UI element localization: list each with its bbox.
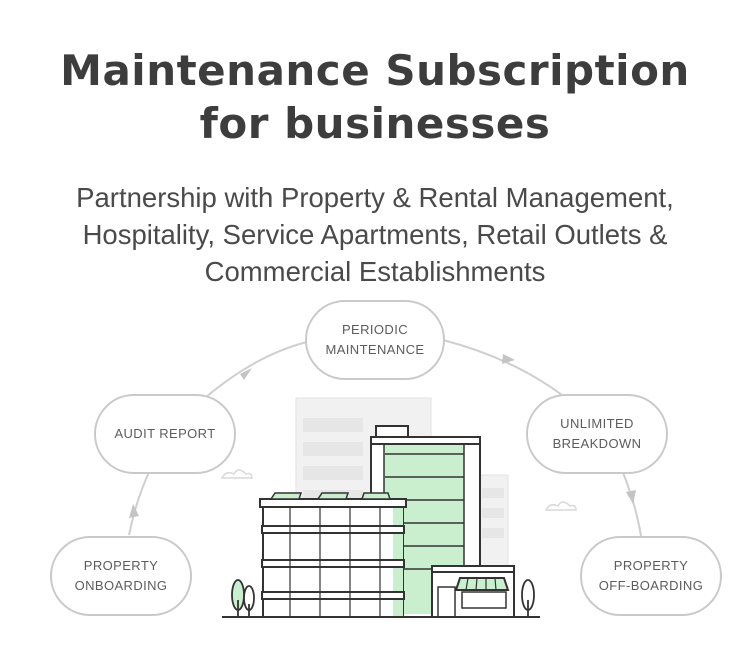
cycle-arrows — [129, 354, 636, 518]
step-label-line-1: AUDIT REPORT — [114, 426, 216, 441]
arrow-up-icon — [129, 504, 139, 518]
cycle-connectors — [128, 339, 642, 537]
cloud-icons — [220, 469, 577, 511]
page-title-line-2: for businesses — [199, 99, 551, 148]
retail-shop — [431, 565, 515, 618]
arrow-up-right-icon — [240, 368, 252, 380]
cloud-icon — [544, 501, 577, 511]
step-label-line-1: PROPERTY — [613, 558, 689, 573]
subtitle-line-2: Hospitality, Service Apartments, Retail … — [82, 219, 668, 250]
step-unlimited-breakdown: UNLIMITED BREAKDOWN — [526, 394, 668, 474]
subtitle-line-3: Commercial Establishments — [204, 256, 546, 287]
arrow-down-right-icon — [502, 354, 515, 364]
cloud-icon — [220, 469, 253, 479]
subtitle-line-1: Partnership with Property & Rental Manag… — [76, 182, 674, 213]
step-property-off-boarding: PROPERTY OFF-BOARDING — [580, 536, 722, 616]
tree-icons — [231, 579, 535, 617]
step-label-line-1: PERIODIC — [341, 322, 409, 337]
connector-periodic-to-breakdown — [442, 339, 563, 396]
connector-breakdown-to-offboarding — [621, 469, 642, 537]
step-label-line-2: OFF-BOARDING — [598, 578, 704, 593]
step-audit-report: AUDIT REPORT — [94, 394, 236, 474]
page-title-line-1: Maintenance Subscription — [60, 46, 690, 95]
step-label-line-2: ONBOARDING — [74, 578, 168, 593]
step-periodic-maintenance: PERIODIC MAINTENANCE — [305, 300, 445, 380]
step-label-line-2: MAINTENANCE — [325, 342, 425, 357]
step-label-line-1: UNLIMITED — [560, 416, 634, 431]
step-label-line-1: PROPERTY — [83, 558, 159, 573]
connector-onboarding-to-audit — [128, 469, 151, 536]
step-property-onboarding: PROPERTY ONBOARDING — [50, 536, 192, 616]
connector-audit-to-periodic — [197, 341, 308, 405]
step-label-line-2: BREAKDOWN — [552, 436, 642, 451]
arrow-down-icon — [626, 490, 636, 504]
office-block — [259, 492, 407, 618]
